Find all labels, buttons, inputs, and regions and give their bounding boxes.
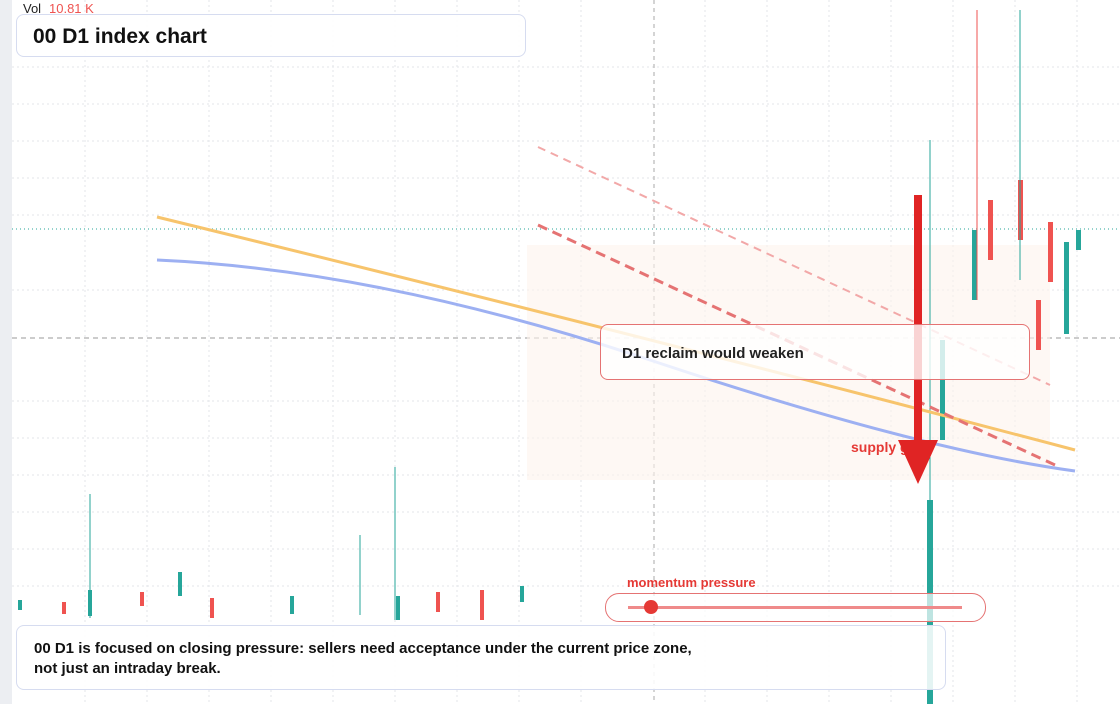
momentum-slider bbox=[605, 593, 986, 622]
title-box: 00 D1 index chart bbox=[16, 14, 526, 57]
slider-track bbox=[628, 606, 962, 609]
slider-knob bbox=[644, 600, 658, 614]
note-line: not just an intraday break. bbox=[34, 660, 221, 677]
note-box: 00 D1 is focused on closing pressure: se… bbox=[16, 625, 946, 690]
callout: D1 reclaim would weaken bbox=[622, 345, 804, 362]
note-line: 00 D1 is focused on closing pressure: se… bbox=[34, 640, 692, 657]
title: 00 D1 index chart bbox=[33, 25, 207, 48]
vol-value: 10.81 K bbox=[49, 1, 94, 16]
callout-box: D1 reclaim would weaken bbox=[600, 324, 1030, 380]
arrow-head bbox=[898, 440, 938, 484]
momentum-label: momentum pressure bbox=[627, 575, 756, 590]
red-dashed-light bbox=[537, 146, 1051, 386]
left-strip bbox=[0, 0, 12, 704]
vol-label: Vol bbox=[23, 1, 41, 16]
supply-label: supply g bbox=[851, 439, 909, 455]
